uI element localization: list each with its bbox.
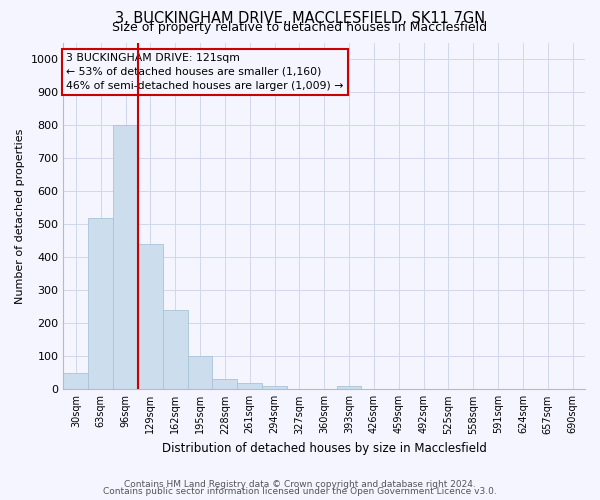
Bar: [163, 310, 188, 390]
Bar: [88, 218, 113, 390]
Text: 3, BUCKINGHAM DRIVE, MACCLESFIELD, SK11 7GN: 3, BUCKINGHAM DRIVE, MACCLESFIELD, SK11 …: [115, 11, 485, 26]
Text: Contains public sector information licensed under the Open Government Licence v3: Contains public sector information licen…: [103, 487, 497, 496]
Bar: [64, 373, 88, 390]
Y-axis label: Number of detached properties: Number of detached properties: [15, 128, 25, 304]
Text: Contains HM Land Registry data © Crown copyright and database right 2024.: Contains HM Land Registry data © Crown c…: [124, 480, 476, 489]
Bar: [138, 244, 163, 390]
Text: Size of property relative to detached houses in Macclesfield: Size of property relative to detached ho…: [112, 22, 488, 35]
Bar: [262, 386, 287, 390]
Bar: [337, 386, 361, 390]
X-axis label: Distribution of detached houses by size in Macclesfield: Distribution of detached houses by size …: [162, 442, 487, 455]
Bar: [237, 382, 262, 390]
Bar: [188, 356, 212, 390]
Bar: [212, 380, 237, 390]
Text: 3 BUCKINGHAM DRIVE: 121sqm
← 53% of detached houses are smaller (1,160)
46% of s: 3 BUCKINGHAM DRIVE: 121sqm ← 53% of deta…: [66, 53, 343, 91]
Bar: [113, 125, 138, 390]
